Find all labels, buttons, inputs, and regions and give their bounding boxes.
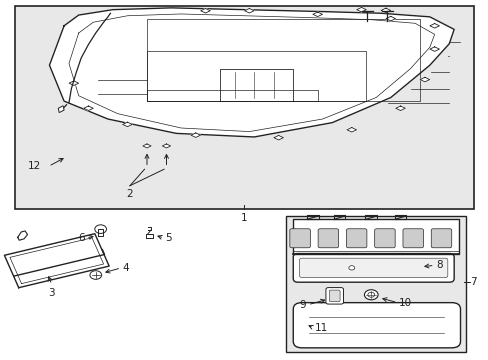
- Bar: [285, 216, 466, 352]
- Polygon shape: [419, 77, 429, 82]
- Polygon shape: [356, 8, 366, 12]
- FancyBboxPatch shape: [329, 290, 339, 302]
- Polygon shape: [58, 106, 64, 113]
- FancyBboxPatch shape: [374, 229, 394, 248]
- Polygon shape: [98, 229, 103, 235]
- Text: 7: 7: [469, 277, 475, 287]
- Polygon shape: [429, 47, 439, 51]
- Polygon shape: [142, 144, 151, 148]
- Polygon shape: [312, 12, 322, 17]
- Circle shape: [90, 271, 102, 279]
- Text: 12: 12: [27, 161, 41, 171]
- Polygon shape: [145, 234, 153, 238]
- Text: 9: 9: [299, 300, 306, 310]
- FancyBboxPatch shape: [293, 303, 460, 348]
- Polygon shape: [49, 8, 453, 137]
- Circle shape: [348, 266, 354, 270]
- Text: 10: 10: [398, 298, 411, 308]
- FancyBboxPatch shape: [293, 253, 453, 282]
- Polygon shape: [273, 135, 283, 140]
- FancyBboxPatch shape: [430, 229, 451, 248]
- FancyBboxPatch shape: [346, 229, 366, 248]
- Polygon shape: [69, 81, 79, 85]
- Text: 11: 11: [315, 323, 328, 333]
- Bar: [15, 6, 473, 209]
- Text: 2: 2: [126, 189, 133, 199]
- Polygon shape: [83, 106, 93, 111]
- Polygon shape: [293, 220, 458, 253]
- FancyBboxPatch shape: [402, 229, 423, 248]
- FancyBboxPatch shape: [325, 288, 343, 304]
- Polygon shape: [395, 106, 405, 111]
- Polygon shape: [191, 133, 200, 138]
- Polygon shape: [162, 144, 170, 148]
- FancyBboxPatch shape: [299, 258, 447, 278]
- FancyBboxPatch shape: [289, 229, 310, 248]
- Circle shape: [367, 292, 374, 297]
- Circle shape: [364, 290, 377, 300]
- Polygon shape: [18, 231, 27, 240]
- Polygon shape: [122, 122, 132, 127]
- Text: 3: 3: [48, 288, 55, 298]
- Polygon shape: [4, 234, 109, 288]
- Text: 6: 6: [78, 233, 84, 243]
- Circle shape: [95, 225, 106, 233]
- FancyBboxPatch shape: [318, 229, 338, 248]
- Text: 1: 1: [241, 213, 247, 223]
- Polygon shape: [244, 9, 254, 13]
- Polygon shape: [385, 16, 395, 21]
- Polygon shape: [200, 9, 210, 13]
- Text: 8: 8: [435, 260, 442, 270]
- Polygon shape: [429, 23, 439, 28]
- Polygon shape: [380, 8, 390, 13]
- Text: 5: 5: [165, 233, 172, 243]
- Text: 4: 4: [122, 263, 129, 273]
- Polygon shape: [346, 127, 356, 132]
